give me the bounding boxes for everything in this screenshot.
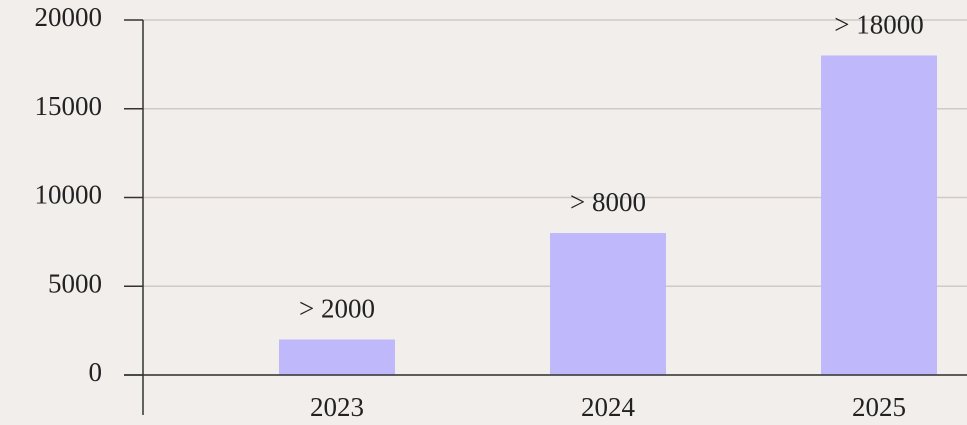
x-tick-label: 2025 <box>852 392 906 422</box>
bar <box>279 339 395 375</box>
value-label: > 2000 <box>299 294 375 324</box>
value-label: > 18000 <box>834 10 923 40</box>
y-tick-label: 10000 <box>35 180 103 210</box>
y-tick-label: 0 <box>89 357 103 387</box>
x-tick-label: 2023 <box>310 392 364 422</box>
value-label: > 8000 <box>570 187 646 217</box>
y-tick-label: 5000 <box>48 268 102 298</box>
y-tick-label: 15000 <box>35 91 103 121</box>
x-tick-label: 2024 <box>581 392 636 422</box>
bar <box>821 55 937 375</box>
y-tick-label: 20000 <box>35 2 103 32</box>
bar <box>550 233 666 375</box>
